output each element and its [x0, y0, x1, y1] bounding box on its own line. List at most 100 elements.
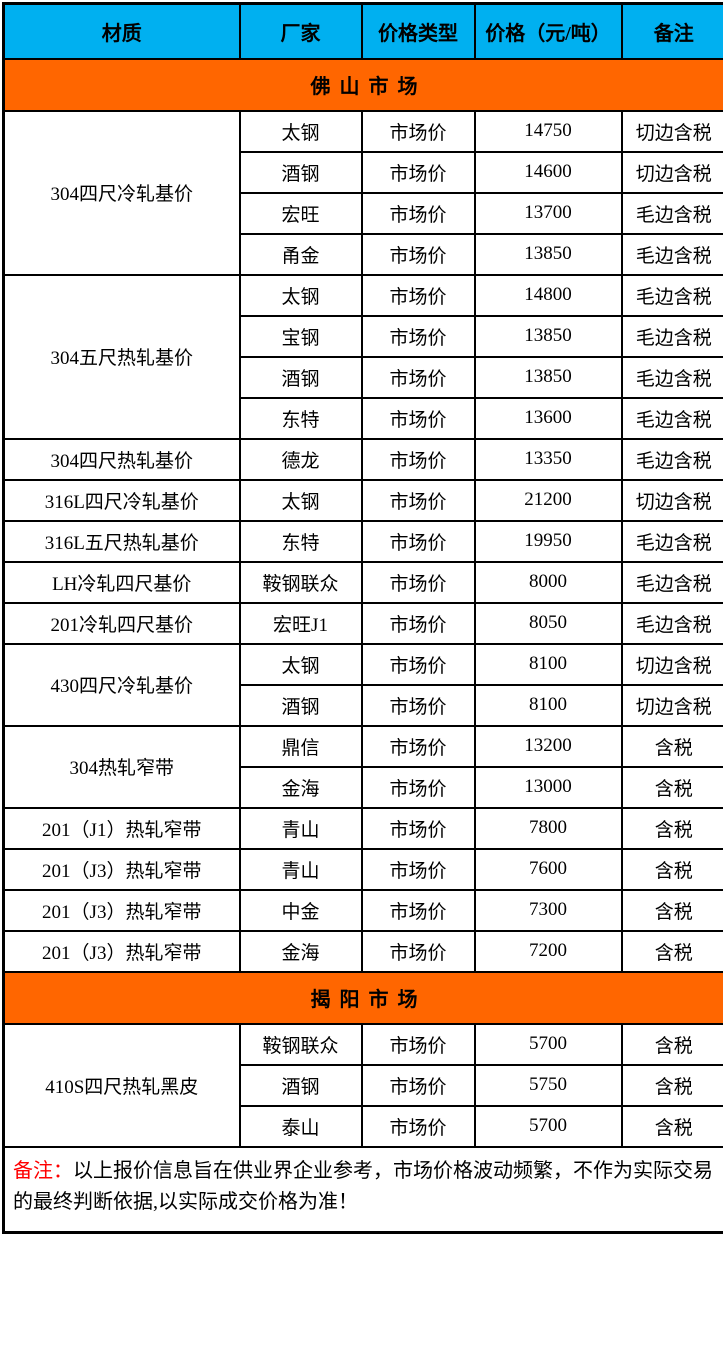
table-row: 430四尺冷轧基价 太钢 市场价 8100 切边含税 [2, 642, 723, 727]
price-cell: 8100 [473, 642, 623, 686]
manufacturer-cell: 太钢 [238, 273, 363, 317]
remark-cell: 毛边含税 [620, 232, 723, 276]
price-type-cell: 市场价 [360, 191, 476, 235]
manufacturer-cell: 青山 [238, 847, 363, 891]
table-row: 泰山 市场价 5700 含税 [4, 1104, 723, 1148]
price-cell: 13600 [473, 396, 623, 440]
price-type-cell: 市场价 [360, 847, 476, 891]
price-cell: 13850 [473, 232, 623, 276]
manufacturer-cell: 德龙 [238, 437, 363, 481]
remark-cell: 含税 [620, 1104, 723, 1148]
remark-cell: 毛边含税 [620, 601, 723, 645]
price-type-cell: 市场价 [360, 396, 476, 440]
price-type-cell: 市场价 [360, 273, 476, 317]
table-row: 316L五尺热轧基价 东特 市场价 19950 毛边含税 [2, 519, 723, 563]
material-cell: 316L五尺热轧基价 [2, 519, 241, 563]
column-header-remark: 备注 [620, 2, 723, 60]
table-row: 304热轧窄带 鼎信 市场价 13200 含税 [2, 724, 723, 809]
manufacturer-cell: 太钢 [238, 109, 363, 153]
column-header-material: 材质 [2, 2, 241, 60]
manufacturer-cell: 宏旺J1 [238, 601, 363, 645]
material-cell: 304四尺冷轧基价 [2, 109, 241, 276]
price-cell: 8050 [473, 601, 623, 645]
price-cell: 14600 [473, 150, 623, 194]
remark-cell: 切边含税 [620, 642, 723, 686]
remark-cell: 含税 [620, 847, 723, 891]
price-cell: 7800 [473, 806, 623, 850]
material-cell: 316L四尺冷轧基价 [2, 478, 241, 522]
remark-cell: 毛边含税 [620, 396, 723, 440]
price-cell: 7300 [473, 888, 623, 932]
material-cell: 201冷轧四尺基价 [2, 601, 241, 645]
material-cell: 430四尺冷轧基价 [2, 642, 241, 727]
price-type-cell: 市场价 [360, 888, 476, 932]
remark-cell: 毛边含税 [620, 560, 723, 604]
price-type-cell: 市场价 [360, 314, 476, 358]
price-sheet: 材质 厂家 价格类型 价格（元/吨） 备注 佛 山 市 场 304四尺冷轧基价 太钢… [0, 0, 723, 1236]
remark-cell: 含税 [620, 929, 723, 973]
price-cell: 13350 [473, 437, 623, 481]
price-cell: 19950 [473, 519, 623, 563]
price-type-cell: 市场价 [360, 642, 476, 686]
manufacturer-cell: 泰山 [238, 1104, 363, 1148]
remark-cell: 切边含税 [620, 109, 723, 153]
manufacturer-cell: 宝钢 [238, 314, 363, 358]
table-row: 304四尺冷轧基价 太钢 市场价 14750 切边含税 [2, 109, 723, 276]
remark-cell: 含税 [620, 1022, 723, 1066]
table-row: 201冷轧四尺基价 宏旺J1 市场价 8050 毛边含税 [2, 601, 723, 645]
manufacturer-cell: 酒钢 [238, 355, 363, 399]
material-cell: LH冷轧四尺基价 [2, 560, 241, 604]
price-cell: 13000 [473, 765, 623, 809]
price-type-cell: 市场价 [360, 1104, 476, 1148]
steel-price-table: 材质 厂家 价格类型 价格（元/吨） 备注 佛 山 市 场 304四尺冷轧基价 太钢… [2, 2, 723, 1234]
remark-cell: 毛边含税 [620, 437, 723, 481]
manufacturer-cell: 宏旺 [238, 191, 363, 235]
table-row: 酒钢 市场价 13850 毛边含税 [4, 355, 723, 399]
price-type-cell: 市场价 [360, 601, 476, 645]
price-cell: 14800 [473, 273, 623, 317]
column-header-manufacturer: 厂家 [238, 2, 363, 60]
price-cell: 5700 [473, 1022, 623, 1066]
table-row: 201（J3）热轧窄带 中金 市场价 7300 含税 [2, 888, 723, 932]
price-cell: 13700 [473, 191, 623, 235]
footer-note-text: 以上报价信息旨在供业界企业参考，市场价格波动频繁，不作为实际交易的最终判断依据,… [13, 1160, 713, 1214]
manufacturer-cell: 东特 [238, 519, 363, 563]
table-row: LH冷轧四尺基价 鞍钢联众 市场价 8000 毛边含税 [2, 560, 723, 604]
remark-cell: 含税 [620, 765, 723, 809]
price-cell: 8100 [473, 683, 623, 727]
price-cell: 14750 [473, 109, 623, 153]
price-type-cell: 市场价 [360, 1022, 476, 1066]
material-cell: 201（J3）热轧窄带 [2, 929, 241, 973]
manufacturer-cell: 金海 [238, 929, 363, 973]
column-header-price: 价格（元/吨） [473, 2, 623, 60]
table-row: 304五尺热轧基价 太钢 市场价 14800 毛边含税 [2, 273, 723, 440]
remark-cell: 含税 [620, 724, 723, 768]
manufacturer-cell: 酒钢 [238, 150, 363, 194]
price-cell: 8000 [473, 560, 623, 604]
material-cell: 201（J3）热轧窄带 [2, 888, 241, 932]
manufacturer-cell: 鞍钢联众 [238, 560, 363, 604]
footer-note-row: 备注：以上报价信息旨在供业界企业参考，市场价格波动频繁，不作为实际交易的最终判断… [2, 1145, 723, 1234]
manufacturer-cell: 青山 [238, 806, 363, 850]
table-row: 酒钢 市场价 5750 含税 [4, 1063, 723, 1107]
table-row: 201（J3）热轧窄带 青山 市场价 7600 含税 [2, 847, 723, 891]
remark-cell: 切边含税 [620, 683, 723, 727]
table-body: 佛 山 市 场 304四尺冷轧基价 太钢 市场价 14750 切边含税 酒钢 市场价 14600… [2, 57, 723, 1148]
remark-cell: 毛边含税 [620, 355, 723, 399]
price-cell: 7200 [473, 929, 623, 973]
table-row: 宝钢 市场价 13850 毛边含税 [4, 314, 723, 358]
price-type-cell: 市场价 [360, 109, 476, 153]
column-header-price-type: 价格类型 [360, 2, 476, 60]
price-type-cell: 市场价 [360, 437, 476, 481]
price-cell: 21200 [473, 478, 623, 522]
price-type-cell: 市场价 [360, 765, 476, 809]
material-cell: 201（J3）热轧窄带 [2, 847, 241, 891]
table-row: 东特 市场价 13600 毛边含税 [4, 396, 723, 440]
remark-cell: 毛边含税 [620, 191, 723, 235]
manufacturer-cell: 酒钢 [238, 1063, 363, 1107]
manufacturer-cell: 中金 [238, 888, 363, 932]
price-type-cell: 市场价 [360, 929, 476, 973]
market-section-title: 佛 山 市 场 [2, 57, 723, 112]
market-section-title: 揭 阳 市 场 [2, 970, 723, 1025]
market-section-row: 佛 山 市 场 [2, 57, 723, 112]
